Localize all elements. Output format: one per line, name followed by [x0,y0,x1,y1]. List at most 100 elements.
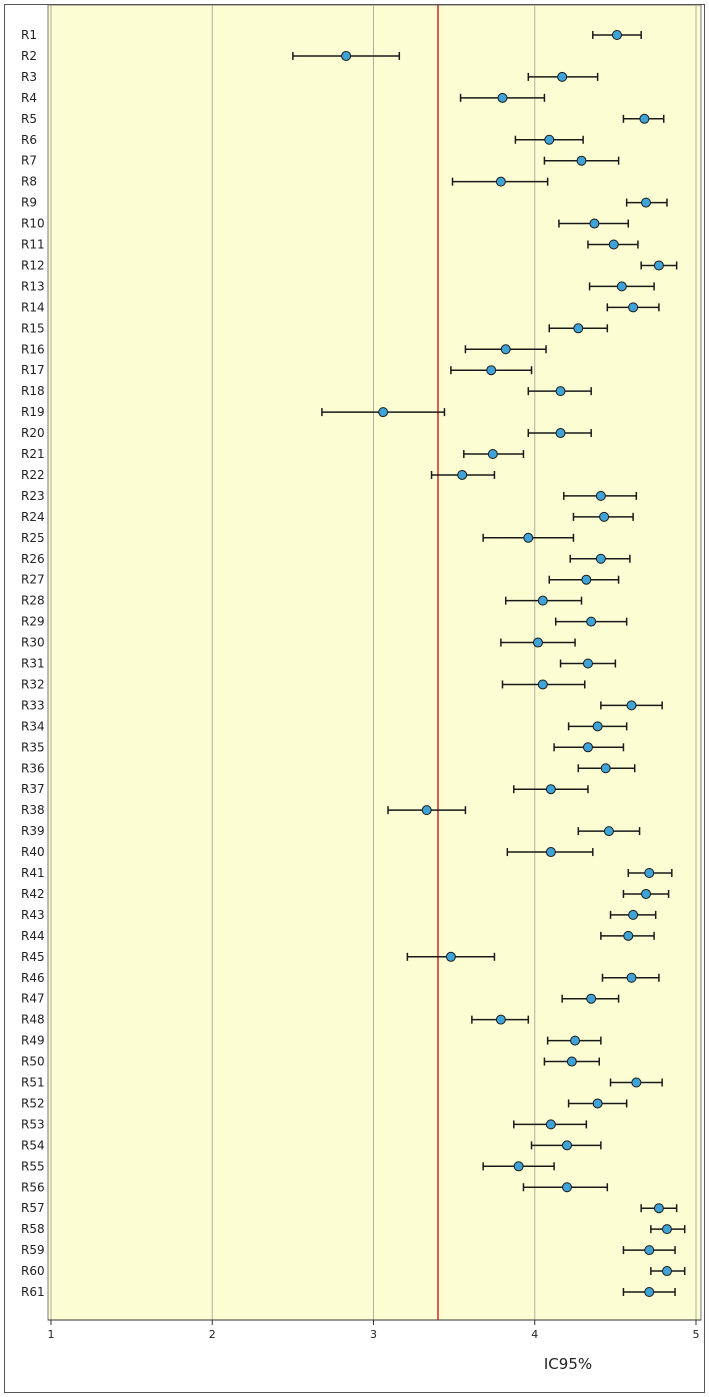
row-R60: R60 [21,1264,686,1278]
row-label: R60 [21,1264,45,1278]
row-R15: R15 [21,321,609,335]
row-label: R40 [21,845,45,859]
row-label: R57 [21,1201,45,1215]
row-label: R48 [21,1013,45,1027]
row-label: R31 [21,657,45,671]
mean-point [586,993,597,1004]
row-label: R13 [21,279,45,293]
mean-point [523,532,534,543]
row-label: R46 [21,971,45,985]
row-R25: R25 [21,531,575,545]
mean-point [641,888,652,899]
x-tick-label: 3 [370,1328,377,1341]
chart-frame: R1 R2 R3 R4 R5 R6 R7 R8 R9 R10 R11 R12 R13 R14 R15 R16 R… [4,4,705,1393]
mean-point [595,553,606,564]
mean-point [628,302,639,313]
mean-point [545,847,556,858]
x-tick-label: 2 [209,1328,216,1341]
row-label: R51 [21,1076,45,1090]
row-R46: R46 [21,971,660,985]
row-label: R33 [21,698,45,712]
row-R44: R44 [21,929,655,943]
row-R7: R7 [21,154,620,168]
mean-point [537,679,548,690]
row-R33: R33 [21,698,663,712]
row-label: R23 [21,489,45,503]
row-R55: R55 [21,1159,555,1173]
mean-point [608,239,619,250]
row-label: R41 [21,866,45,880]
row-R8: R8 [21,175,549,189]
row-R27: R27 [21,573,620,587]
row-R50: R50 [21,1055,600,1069]
gridlines [50,5,697,1320]
x-tick-label: 1 [48,1328,55,1341]
row-label: R5 [21,112,37,126]
mean-point [445,951,456,962]
row-R17: R17 [21,363,533,377]
row-R59: R59 [21,1243,676,1257]
row-R22: R22 [21,468,496,482]
row-label: R2 [21,49,37,63]
forest-plot: R1 R2 R3 R4 R5 R6 R7 R8 R9 R10 R11 R12 R13 R14 R15 R16 R… [21,5,702,1373]
row-R51: R51 [21,1076,663,1090]
row-R40: R40 [21,845,594,859]
row-label: R26 [21,552,45,566]
row-R39: R39 [21,824,641,838]
mean-point [623,930,634,941]
row-label: R55 [21,1159,45,1173]
mean-point [653,1203,664,1214]
row-R52: R52 [21,1096,628,1110]
row-R6: R6 [21,133,584,147]
row-R53: R53 [21,1117,588,1131]
row-R36: R36 [21,761,636,775]
row-label: R15 [21,321,45,335]
row-label: R59 [21,1243,45,1257]
row-R37: R37 [21,782,589,796]
row-label: R25 [21,531,45,545]
row-R26: R26 [21,552,631,566]
mean-point [341,50,352,61]
row-R10: R10 [21,217,630,231]
row-R14: R14 [21,300,660,314]
x-axis-ticks: 1 2 3 4 5 [48,1320,700,1341]
mean-point [562,1140,572,1151]
mean-point [500,344,511,355]
row-R41: R41 [21,866,673,880]
row-R42: R42 [21,887,670,901]
row-R24: R24 [21,510,634,524]
row-label: R10 [21,217,45,231]
mean-point [644,1287,655,1297]
row-label: R7 [21,154,37,168]
row-R2: R2 [21,49,401,63]
row-R58: R58 [21,1222,686,1236]
row-label: R22 [21,468,45,482]
row-R12: R12 [21,258,678,272]
row-label: R30 [21,636,45,650]
row-R11: R11 [21,238,639,252]
row-label: R54 [21,1138,45,1152]
row-R45: R45 [21,950,496,964]
row-R57: R57 [21,1201,678,1215]
row-R61: R61 [21,1285,676,1299]
row-label: R17 [21,363,45,377]
mean-point [599,511,610,522]
row-R35: R35 [21,740,625,754]
row-R49: R49 [21,1034,602,1048]
row-label: R49 [21,1034,45,1048]
mean-point [495,1014,506,1025]
row-R48: R48 [21,1013,530,1027]
row-label: R21 [21,447,45,461]
row-label: R44 [21,929,45,943]
mean-point [661,1266,672,1277]
row-R29: R29 [21,615,628,629]
mean-point [487,449,498,459]
row-R1: R1 [21,28,642,42]
row-label: R38 [21,803,45,817]
row-R38: R38 [21,803,467,817]
mean-point [457,469,468,480]
mean-point [486,365,497,376]
x-tick-label: 5 [693,1328,700,1341]
mean-point [545,784,556,795]
row-R28: R28 [21,594,583,608]
